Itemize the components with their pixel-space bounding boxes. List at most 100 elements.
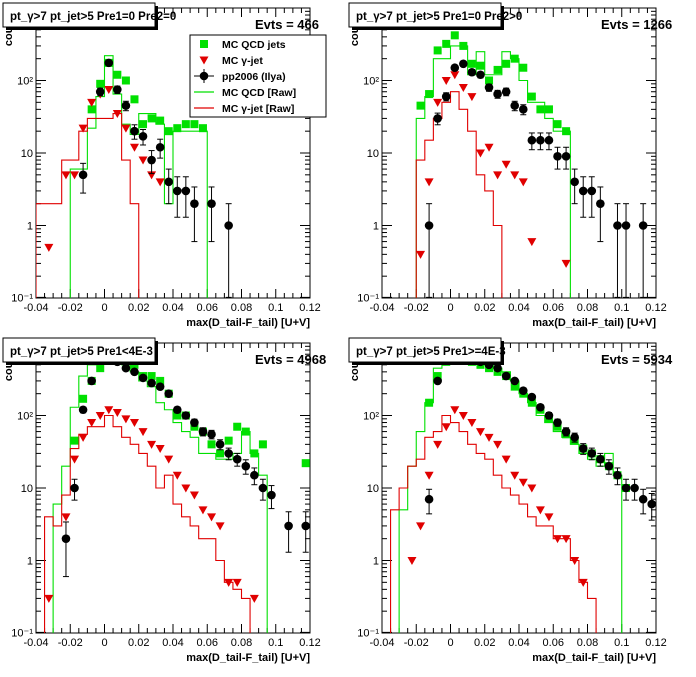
gjet-point xyxy=(450,71,460,80)
gjet-point xyxy=(458,84,468,93)
y-tick-label: 1 xyxy=(27,221,33,233)
title-shadow-bottom xyxy=(352,362,504,365)
gjet-point xyxy=(475,428,485,437)
qcd-jets-point xyxy=(416,101,425,110)
x-tick-label: 0 xyxy=(101,302,107,314)
data-point xyxy=(232,454,242,464)
qcd-jets-point xyxy=(485,76,494,85)
data-point xyxy=(138,373,148,383)
gjet-point xyxy=(138,156,148,165)
data-point xyxy=(104,58,114,68)
qcd-jets-point xyxy=(250,449,259,458)
title-shadow-bottom xyxy=(6,27,158,30)
gjet-point xyxy=(501,455,511,464)
x-tick-label: 0.08 xyxy=(577,302,598,314)
data-point xyxy=(130,126,139,136)
qcd-jets-point xyxy=(181,120,190,129)
legend-label: pp2006 (Ilya) xyxy=(222,71,286,83)
x-axis-title: max(D_tail-F_tail) [U+V] xyxy=(186,317,310,329)
data-point xyxy=(284,521,293,531)
data-point xyxy=(527,392,537,402)
data-point xyxy=(587,449,597,458)
data-point xyxy=(544,135,554,145)
y-tick-label: 10⁻¹ xyxy=(11,627,33,639)
qcd-jets-point xyxy=(476,61,485,70)
x-tick-label: 0.08 xyxy=(231,637,252,649)
qcd-jets-point xyxy=(467,59,476,68)
data-point xyxy=(181,411,191,420)
gjet-point xyxy=(189,491,199,500)
gjet-point xyxy=(78,433,88,442)
panel-title: pt_γ>7 pt_jet>5 Pre1<4E-3 xyxy=(10,346,153,358)
y-tick-label: 10⁻¹ xyxy=(357,627,379,639)
data-point xyxy=(241,461,251,471)
x-tick-label: 0.12 xyxy=(645,637,666,649)
x-tick-label: 0.08 xyxy=(577,637,598,649)
x-tick-label: 0.06 xyxy=(197,302,218,314)
x-tick-label: 0.12 xyxy=(645,302,666,314)
gjet-point xyxy=(475,149,485,158)
gjet-point xyxy=(104,86,114,95)
events-count: Evts = 1266 xyxy=(601,17,672,32)
x-tick-label: 0.04 xyxy=(162,302,183,314)
data-point xyxy=(536,135,545,145)
qcd-jets-point xyxy=(156,116,165,125)
gjet-point xyxy=(441,423,451,432)
qcd-jets-point xyxy=(87,105,96,114)
y-tick-label: 10² xyxy=(17,411,33,423)
data-point xyxy=(433,376,442,386)
data-point xyxy=(121,363,131,373)
data-point xyxy=(553,418,562,427)
title-shadow-bottom xyxy=(352,27,504,30)
panel-2: -0.04 -0.02 0 0.02 0.04 0.06 0.08 0.1 0.12 10⁻¹ 1 1… xyxy=(348,2,672,329)
data-point xyxy=(493,89,502,99)
data-point xyxy=(561,152,571,161)
y-tick-label: 10⁻¹ xyxy=(357,292,379,304)
gjet-point xyxy=(441,77,451,85)
data-point xyxy=(578,186,588,196)
panel-4: -0.04 -0.02 0 0.02 0.04 0.06 0.08 0.1 0.12 10⁻¹ 1 1… xyxy=(348,337,673,664)
qcd-jets-point xyxy=(553,120,562,129)
qcd-jets-point xyxy=(190,120,199,129)
data-point xyxy=(544,411,554,420)
x-tick-label: 0 xyxy=(447,302,453,314)
data-point xyxy=(613,470,622,480)
gjet-point xyxy=(87,419,97,428)
gjet-point xyxy=(95,412,105,420)
qcd-jets-point xyxy=(79,394,88,403)
gjet-point xyxy=(87,98,97,107)
panel-title-box: pt_γ>7 pt_jet>5 Pre1=0 Pre2=0 xyxy=(2,2,176,30)
data-point xyxy=(510,376,520,386)
gjet-point xyxy=(104,406,114,415)
data-point xyxy=(441,92,451,101)
legend-label: MC γ-jet xyxy=(222,55,263,67)
qcd-jets-point xyxy=(139,120,148,129)
data-point xyxy=(493,363,502,373)
gjet-point xyxy=(527,238,537,247)
gjet-point xyxy=(535,506,545,515)
data-point xyxy=(433,114,442,123)
data-point xyxy=(198,427,208,436)
qcd-jets-point xyxy=(519,63,528,72)
panel-title-box: pt_γ>7 pt_jet>5 Pre1>=4E-3 xyxy=(348,337,506,365)
data-point xyxy=(301,521,310,531)
y-tick-label: 10² xyxy=(363,411,379,423)
data-point xyxy=(476,70,485,80)
legend-triangle-icon xyxy=(199,56,209,65)
x-tick-label: 0.06 xyxy=(543,637,564,649)
data-point xyxy=(527,135,537,145)
legend-item: MC γ-jet [Raw] xyxy=(194,103,294,115)
gjet-point xyxy=(561,535,571,544)
data-point xyxy=(224,221,233,230)
data-point xyxy=(578,444,588,453)
data-point xyxy=(621,221,631,230)
gjet-point xyxy=(518,478,528,487)
qcd-raw-histogram xyxy=(415,45,571,298)
gjet-raw-histogram xyxy=(44,414,251,633)
gjet-point xyxy=(493,440,503,449)
gjet-point xyxy=(207,513,217,522)
data-point xyxy=(501,371,511,381)
qcd-jets-point xyxy=(156,376,165,385)
data-point xyxy=(155,142,165,152)
